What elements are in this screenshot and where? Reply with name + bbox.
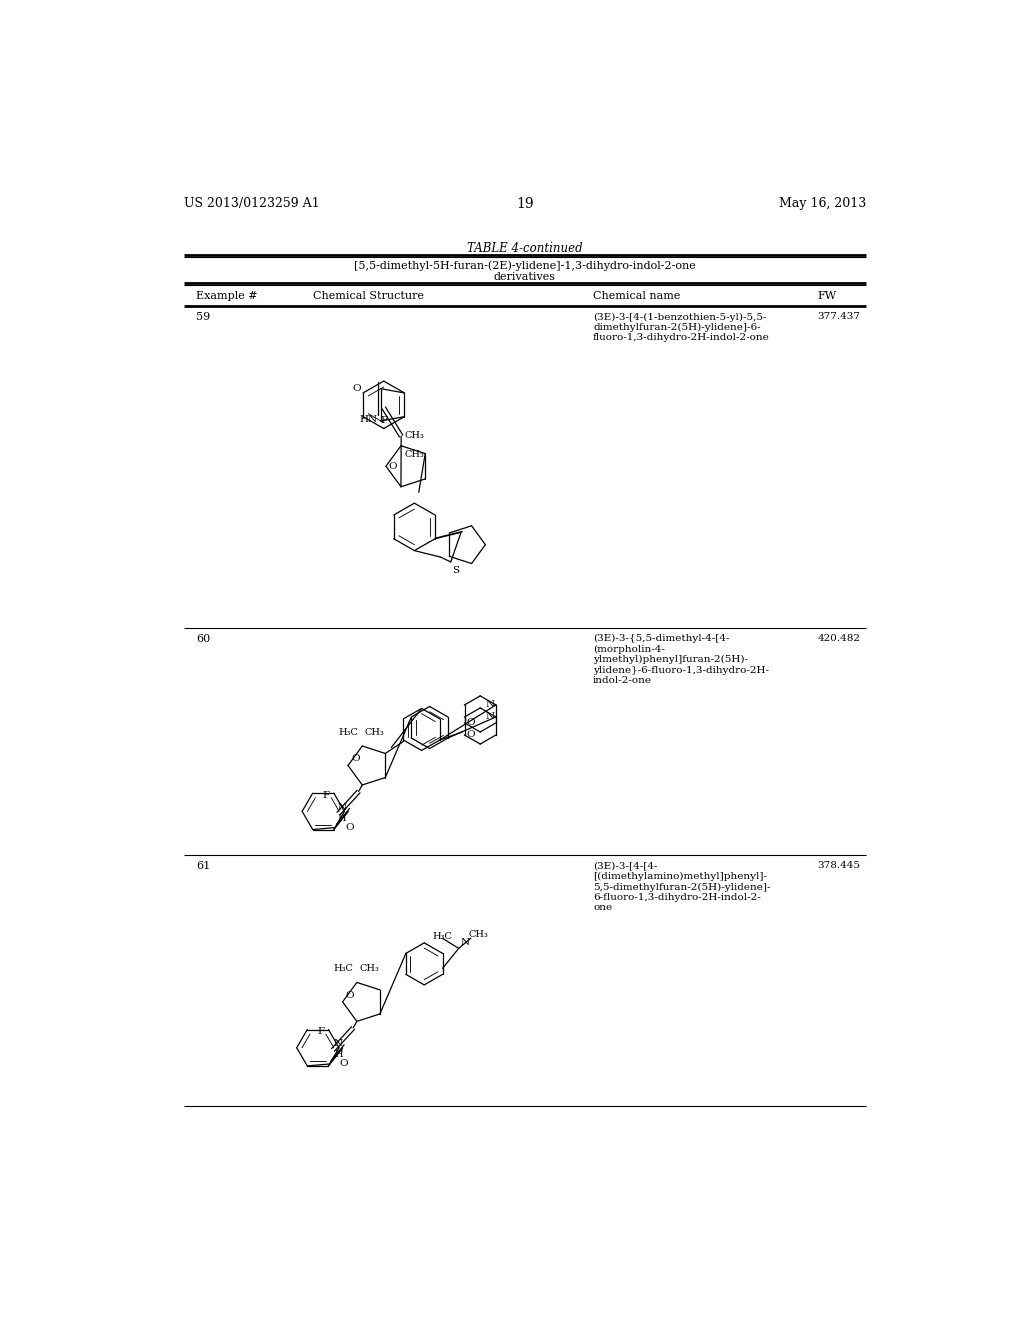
Text: (3E)-3-[4-[4-
[(dimethylamino)methyl]phenyl]-
5,5-dimethylfuran-2(5H)-ylidene]-
: (3E)-3-[4-[4- [(dimethylamino)methyl]phe… <box>593 862 770 912</box>
Text: May 16, 2013: May 16, 2013 <box>778 197 866 210</box>
Text: 19: 19 <box>516 197 534 211</box>
Text: (3E)-3-[4-(1-benzothien-5-yl)-5,5-
dimethylfuran-2(5H)-ylidene]-6-
fluoro-1,3-di: (3E)-3-[4-(1-benzothien-5-yl)-5,5- dimet… <box>593 313 770 342</box>
Text: O: O <box>346 990 354 999</box>
Text: Example #: Example # <box>197 290 258 301</box>
Text: derivatives: derivatives <box>494 272 556 281</box>
Text: 59: 59 <box>197 313 211 322</box>
Text: FW: FW <box>818 290 837 301</box>
Text: [5,5-dimethyl-5H-furan-(2E)-ylidene]-1,3-dihydro-indol-2-one: [5,5-dimethyl-5H-furan-(2E)-ylidene]-1,3… <box>354 261 695 272</box>
Text: F: F <box>323 791 330 800</box>
Text: N: N <box>460 937 469 946</box>
Text: O: O <box>466 718 475 727</box>
Text: H: H <box>338 813 346 822</box>
Text: F: F <box>317 1027 325 1036</box>
Text: H₃C: H₃C <box>333 964 353 973</box>
Text: S: S <box>453 566 460 574</box>
Text: 377.437: 377.437 <box>818 313 861 321</box>
Text: N: N <box>485 701 495 709</box>
Text: 378.445: 378.445 <box>818 862 861 870</box>
Text: 420.482: 420.482 <box>818 635 861 643</box>
Text: CH₃: CH₃ <box>359 964 379 973</box>
Text: O: O <box>340 1060 348 1068</box>
Text: 61: 61 <box>197 862 211 871</box>
Text: HN: HN <box>359 414 378 424</box>
Text: Chemical Structure: Chemical Structure <box>312 290 424 301</box>
Text: H₃C: H₃C <box>339 727 358 737</box>
Text: O: O <box>351 754 359 763</box>
Text: (3E)-3-{5,5-dimethyl-4-[4-
(morpholin-4-
ylmethyl)phenyl]furan-2(5H)-
ylidene}-6: (3E)-3-{5,5-dimethyl-4-[4- (morpholin-4-… <box>593 635 769 685</box>
Text: N: N <box>485 713 495 722</box>
Text: US 2013/0123259 A1: US 2013/0123259 A1 <box>183 197 319 210</box>
Text: O: O <box>388 462 397 471</box>
Text: Chemical name: Chemical name <box>593 290 680 301</box>
Text: CH₃: CH₃ <box>404 450 425 458</box>
Text: O: O <box>352 384 361 393</box>
Text: O: O <box>466 730 475 739</box>
Text: O: O <box>345 824 353 832</box>
Text: CH₃: CH₃ <box>365 727 384 737</box>
Text: N: N <box>334 1039 343 1048</box>
Text: CH₃: CH₃ <box>469 929 488 939</box>
Text: F: F <box>380 416 387 425</box>
Text: N: N <box>337 803 346 812</box>
Text: CH₃: CH₃ <box>404 430 425 440</box>
Text: H: H <box>334 1049 343 1059</box>
Text: 60: 60 <box>197 635 211 644</box>
Text: TABLE 4-continued: TABLE 4-continued <box>467 242 583 255</box>
Text: H₃C: H₃C <box>433 932 453 941</box>
